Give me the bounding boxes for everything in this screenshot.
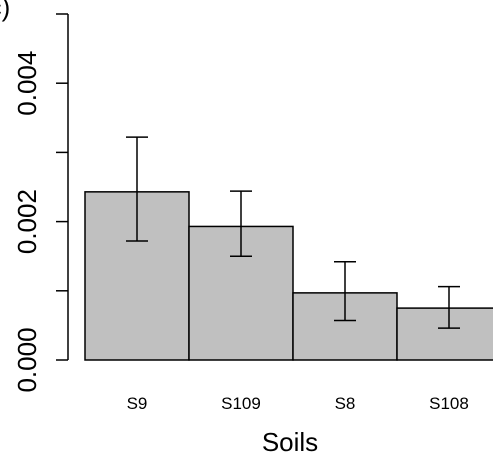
y-tick-label: 0.002 <box>12 189 42 254</box>
error-bars-group <box>126 136 460 329</box>
x-tick-label: S108 <box>429 394 469 413</box>
y-tick-label: 0.000 <box>12 327 42 392</box>
x-axis-label: Soils <box>262 427 318 457</box>
panel-label: (c) <box>0 0 10 22</box>
x-tick-label: S9 <box>127 394 148 413</box>
x-tick-labels-group: S9 S109 S8 S108 <box>127 394 469 413</box>
bar-s108 <box>396 307 493 361</box>
y-tick-label: 0.004 <box>12 51 42 116</box>
bars-group <box>84 191 493 361</box>
x-tick-label: S109 <box>221 394 261 413</box>
y-ticks-group: 0.000 0.002 0.004 <box>12 13 68 393</box>
x-tick-label: S8 <box>335 394 356 413</box>
